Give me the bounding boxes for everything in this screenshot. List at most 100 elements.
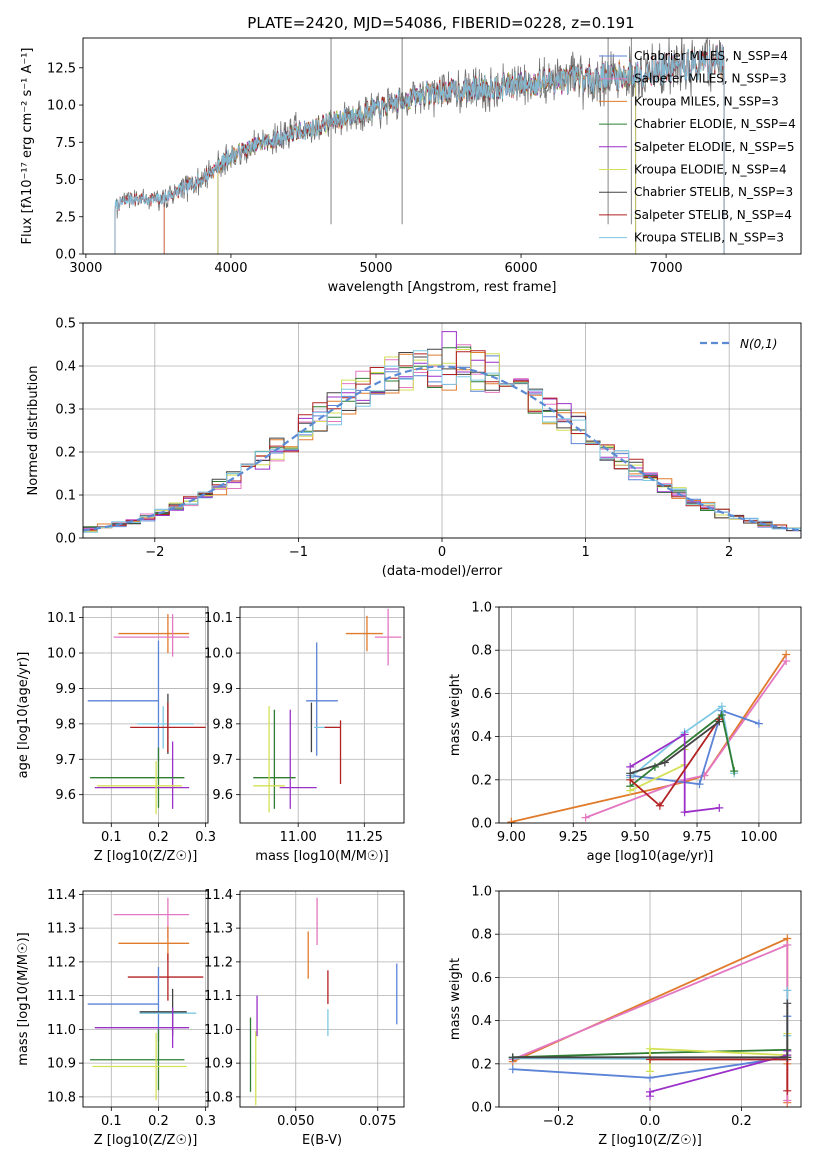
y-tick-label: 1.0 [471,601,492,616]
grid-lines [240,891,404,1107]
x-tick-label: 11.25 [346,830,383,845]
weight-line [511,653,787,823]
y-tick-label: 11.4 [204,888,233,903]
spectrum-line [114,45,725,254]
x-tick-label: 0 [438,545,446,560]
x-tick-label: 5000 [359,261,392,276]
axes-frame [239,606,405,824]
y-tick-label: 11.1 [47,989,76,1004]
weight-marker [783,999,792,1008]
x-tick-label: 9.00 [497,830,526,845]
legend-entry: N(0,1) [740,337,777,351]
x-tick-label: 6000 [505,261,538,276]
weight-marker [646,1044,654,1053]
y-tick-label: 10.1 [47,611,76,626]
mass-vs-metallicity-panel: 0.1 0.2 0.3 10.8 10.9 11.0 11.1 11.2 11.3 11.4 Z [… [16,888,216,1148]
y-tick-label: 10.0 [204,647,233,662]
x-tick-label: 7000 [650,261,683,276]
weight-marker [680,730,689,739]
x-tick-label: 0.0 [640,1114,661,1129]
y-tick-label: 11.0 [47,1023,76,1038]
age-vs-mass-panel: 11.00 11.25 9.6 9.7 9.8 9.9 10.0 10.1 mass [log1… [204,606,405,864]
y-tick-label: 10.1 [204,611,233,626]
weight-marker [717,711,726,719]
y-tick-label: 7.5 [55,136,76,151]
y-tick-label: 11.3 [47,922,76,937]
weight-marker [626,769,635,778]
weight-line [630,709,760,786]
x-tick-label: 0.1 [101,1114,122,1129]
y-tick-label: 0.2 [471,773,492,788]
y-tick-label: 11.4 [47,888,76,903]
y-tick-label: 2.5 [55,210,76,225]
y-axis-label: age [log10(age/yr)] [16,652,31,779]
x-tick-label: 0.3 [195,1114,216,1129]
y-tick-label: 0.4 [471,1014,492,1029]
y-tick-label: 11.2 [204,955,233,970]
y-tick-label: 0.2 [471,1057,492,1072]
legend-entry: Salpeter STELIB, N_SSP=4 [634,208,792,222]
residuals-legend: N(0,1) [700,337,777,351]
x-axis-label: (data-model)/error [382,564,503,579]
y-tick-label: 10.0 [47,99,76,114]
y-tick-label: 0.8 [471,644,492,659]
weight-marker [646,1067,654,1076]
y-tick-label: 9.8 [55,717,76,732]
y-axis-label: mass weight [448,958,463,1040]
plot-area [507,650,791,823]
y-tick-label: 0.5 [55,317,76,332]
x-tick-label: 4000 [214,261,247,276]
y-axis-label: Flux [fλ10⁻¹⁷ erg cm⁻² s⁻¹ A⁻¹] [20,48,35,245]
figure-title: PLATE=2420, MJD=54086, FIBERID=0228, z=0… [247,14,634,32]
legend-entry: Chabrier ELODIE, N_SSP=4 [634,117,796,131]
x-tick-label: 0.2 [148,1114,169,1129]
y-tick-label: 11.3 [204,922,233,937]
age-vs-metallicity-panel: 0.1 0.2 0.3 9.6 9.7 9.8 9.9 10.0 10.1 Z [log10(Z/… [16,606,216,864]
x-tick-label: −2 [145,545,164,560]
x-axis-label: Z [log10(Z/Z☉)] [94,1133,198,1148]
y-tick-label: 0.0 [55,248,76,263]
mass-vs-ebv-panel: 0.050 0.075 10.8 10.9 11.0 11.1 11.2 11.3 11.4 E(… [204,888,405,1148]
y-tick-label: 9.8 [212,717,233,732]
y-tick-label: 0.4 [471,730,492,745]
y-tick-label: 0.0 [471,817,492,832]
y-tick-label: 11.1 [204,989,233,1004]
y-tick-label: 1.0 [471,885,492,900]
weight-marker [782,657,791,665]
weight-marker [783,941,792,949]
weight-marker [680,808,689,817]
mass-weight-vs-age-panel: 9.00 9.25 9.50 9.75 10.00 0.0 0.2 0.4 0.6 0.8 1.0 a… [448,601,802,864]
spectrum-panel: 3000 4000 5000 6000 7000 0.0 2.5 5.0 7.5 10.0 12.5… [20,37,802,295]
plot-area [87,614,206,815]
x-tick-label: 11.00 [280,830,317,845]
axes-frame [82,890,209,1108]
weight-line [629,732,720,814]
y-tick-label: 0.6 [471,687,492,702]
y-tick-label: 10.9 [204,1057,233,1072]
y-axis-label: mass weight [448,674,463,756]
y-tick-label: 9.6 [55,788,76,803]
y-tick-label: 10.8 [47,1090,76,1105]
legend-entry: Salpeter MILES, N_SSP=3 [634,72,787,86]
weight-marker [783,986,792,995]
axes-frame [498,606,802,824]
spectrum-legend: Chabrier MILES, N_SSP=4 Salpeter MILES, N… [599,49,796,245]
weight-marker [730,767,739,776]
y-tick-label: 9.7 [212,753,233,768]
x-tick-label: 2 [725,545,733,560]
residuals-histogram-panel: −2 −1 0 1 2 0.0 0.1 0.2 0.3 0.4 0.5 (data-model)/er… [26,317,802,579]
weight-line [585,660,787,819]
legend-entry: Kroupa STELIB, N_SSP=3 [634,231,784,245]
mass-weight-vs-metallicity-panel: −0.2 0.0 0.2 0.0 0.2 0.4 0.6 0.8 1.0 Z [log10(Z/Z… [448,885,802,1148]
x-tick-label: −1 [289,545,308,560]
y-tick-label: 11.2 [47,955,76,970]
y-tick-label: 12.5 [47,61,76,76]
y-tick-label: 0.6 [471,971,492,986]
axes-frame [82,606,209,824]
grid-lines [83,891,208,1107]
legend-entry: Salpeter ELODIE, N_SSP=5 [634,140,795,154]
y-tick-label: 5.0 [55,173,76,188]
weight-marker [508,1065,517,1074]
x-axis-label: Z [log10(Z/Z☉)] [94,849,198,864]
